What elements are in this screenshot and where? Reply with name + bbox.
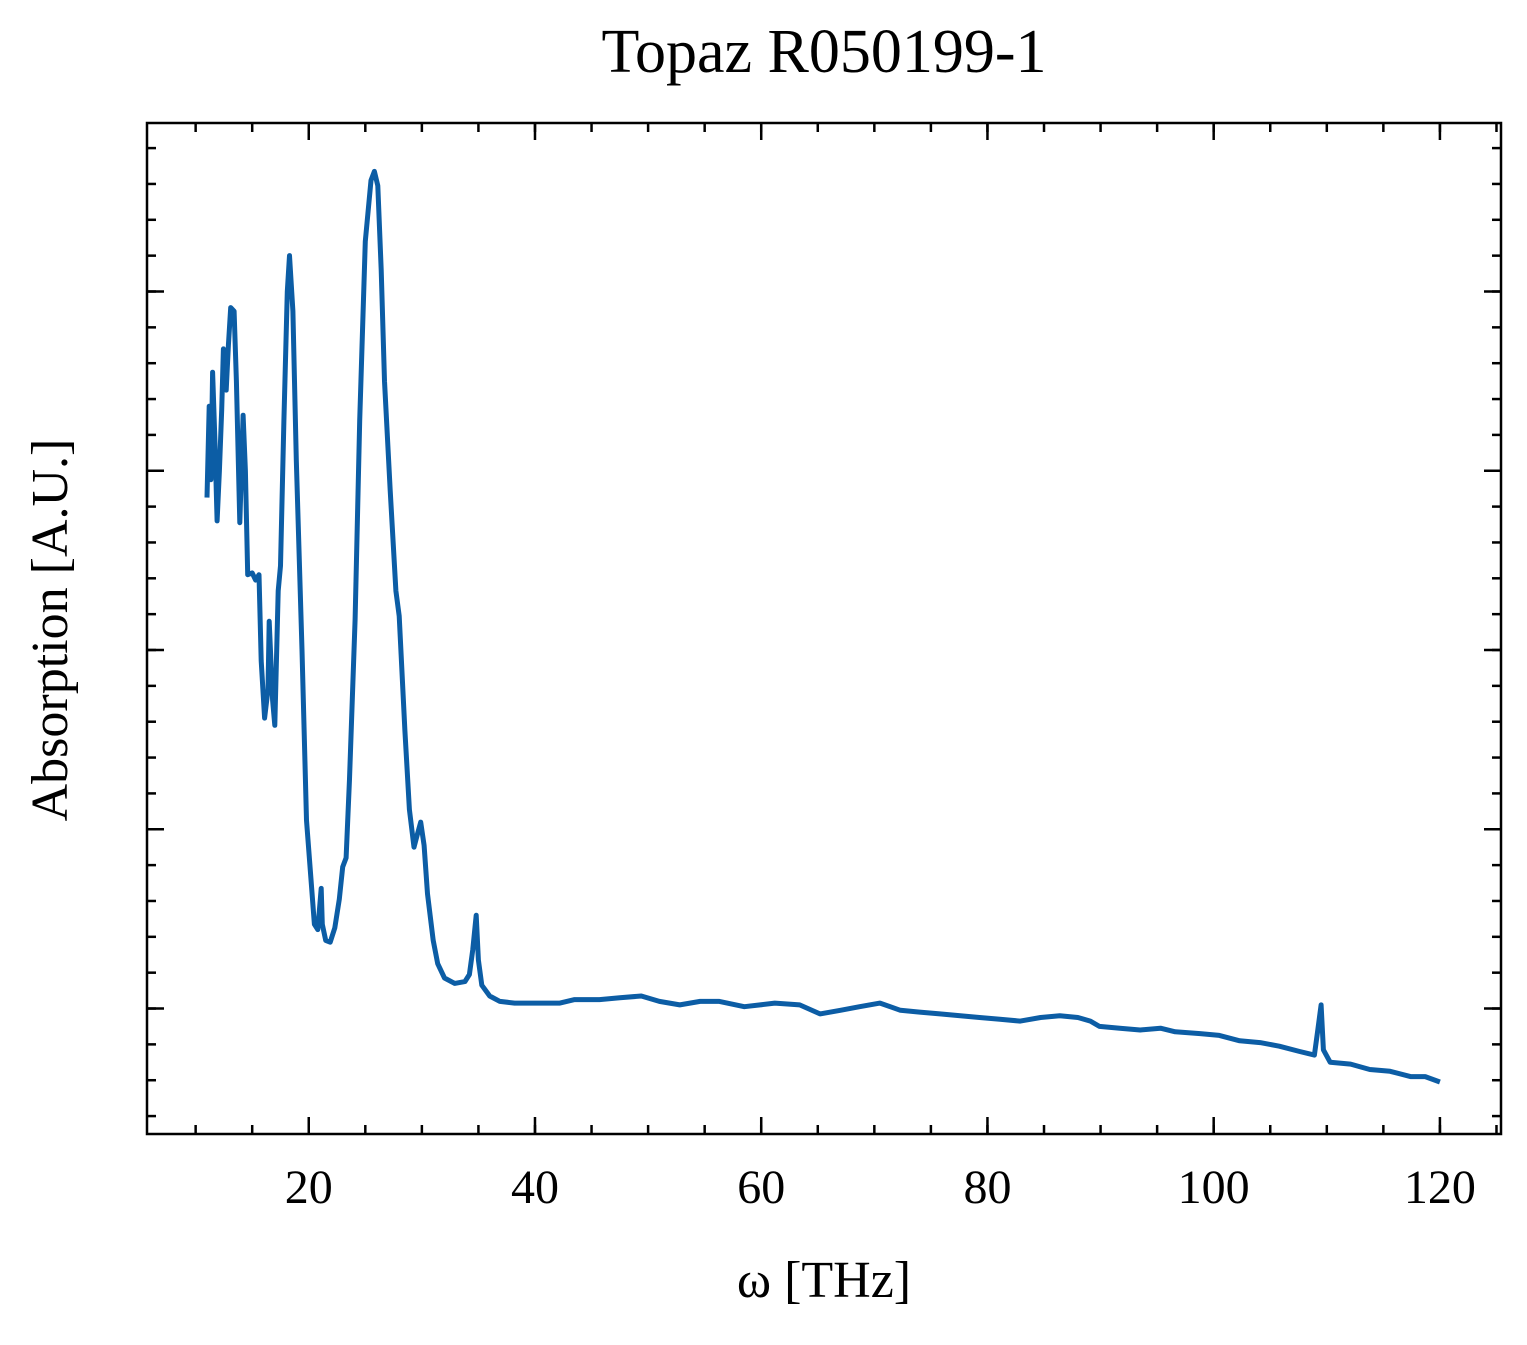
chart-title: Topaz R050199-1: [601, 18, 1046, 86]
x-tick-label: 120: [1404, 1161, 1476, 1214]
x-tick-label: 40: [511, 1161, 559, 1214]
x-tick-label: 20: [285, 1161, 333, 1214]
x-axis-label: ω [THz]: [737, 1252, 911, 1309]
x-tick-label: 100: [1178, 1161, 1250, 1214]
data-line: [204, 168, 1441, 1085]
x-tick-label: 80: [963, 1161, 1011, 1214]
x-tick-label: 60: [737, 1161, 785, 1214]
plot-frame: [145, 121, 1503, 1136]
y-axis-label: Absorption [A.U.]: [22, 439, 79, 822]
